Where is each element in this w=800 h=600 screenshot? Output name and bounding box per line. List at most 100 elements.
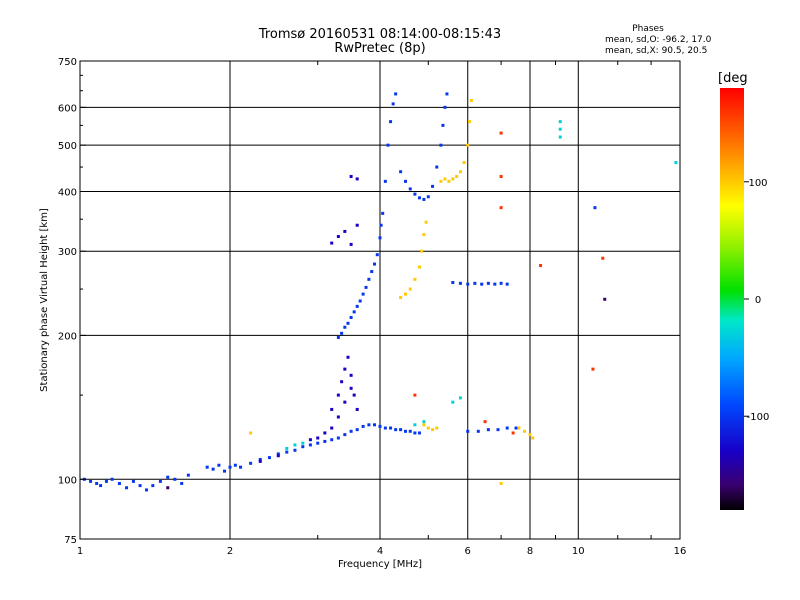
data-point: [258, 459, 262, 463]
data-point: [426, 426, 430, 430]
data-point: [466, 429, 470, 433]
data-point: [422, 423, 426, 427]
data-point: [330, 438, 334, 442]
data-point: [386, 143, 390, 147]
data-point: [355, 177, 359, 181]
x-tick-label: 16: [674, 546, 687, 557]
data-point: [469, 99, 473, 103]
data-point: [99, 484, 103, 488]
data-point: [426, 195, 430, 199]
data-point: [399, 428, 403, 432]
y-tick-label: 750: [58, 57, 77, 68]
data-point: [361, 424, 365, 428]
stats-heading: Phases: [632, 24, 664, 34]
data-point: [349, 242, 353, 246]
data-point: [330, 241, 334, 245]
y-axis-label: Stationary phase Virtual Height [km]: [39, 208, 50, 392]
data-point: [422, 233, 426, 237]
data-point: [285, 446, 289, 450]
data-point: [458, 170, 462, 174]
stats-o-mode: mean, sd,O: -96.2, 17.0: [605, 35, 712, 45]
data-point: [340, 331, 344, 335]
data-point: [499, 281, 503, 285]
data-point: [408, 429, 412, 433]
x-tick-label: 2: [227, 546, 233, 557]
colorbar-ticks: 100 0 -100: [744, 178, 769, 423]
data-point: [349, 386, 353, 390]
data-point: [593, 206, 597, 210]
data-point: [267, 456, 271, 460]
data-point: [445, 92, 449, 96]
data-point: [117, 481, 121, 485]
data-point: [336, 436, 340, 440]
data-point: [228, 465, 232, 469]
data-point: [186, 473, 190, 477]
data-point: [378, 236, 382, 240]
data-point: [180, 481, 184, 485]
colorbar-tick-label: 100: [748, 178, 767, 189]
data-point: [336, 393, 340, 397]
data-point: [517, 426, 521, 430]
data-point: [373, 262, 377, 266]
data-point: [408, 187, 412, 191]
data-point: [293, 448, 297, 452]
data-point: [424, 220, 428, 224]
data-point: [138, 484, 142, 488]
data-point: [233, 463, 237, 467]
data-point: [391, 102, 395, 106]
data-point: [349, 315, 353, 319]
data-point: [205, 465, 209, 469]
y-tick-label: 500: [58, 141, 77, 152]
data-point: [383, 179, 387, 183]
data-point: [439, 143, 443, 147]
data-point: [373, 423, 377, 427]
data-point: [499, 174, 503, 178]
data-point: [455, 174, 459, 178]
data-point: [420, 249, 424, 253]
data-point: [349, 429, 353, 433]
x-axis-ticks: 1 2 4 6 8 10 16: [77, 61, 687, 557]
data-point: [528, 433, 532, 437]
data-point: [346, 355, 350, 359]
data-point: [367, 277, 371, 281]
data-point: [301, 441, 305, 445]
data-point: [558, 127, 562, 131]
data-point: [431, 428, 435, 432]
data-point: [443, 105, 447, 109]
data-point: [462, 160, 466, 164]
data-point: [367, 423, 371, 427]
data-point: [399, 170, 403, 174]
colorbar-tick-label: 0: [755, 295, 761, 306]
data-point: [355, 304, 359, 308]
data-point: [422, 420, 426, 424]
data-point: [458, 281, 462, 285]
data-point: [413, 192, 417, 196]
data-point: [330, 407, 334, 411]
data-point: [486, 281, 490, 285]
data-point: [417, 431, 421, 435]
data-point: [343, 325, 347, 329]
data-point: [413, 393, 417, 397]
data-point: [435, 426, 439, 430]
data-point: [355, 407, 359, 411]
data-point: [364, 285, 368, 289]
grid-lines: [80, 61, 680, 539]
data-point: [468, 120, 472, 124]
stats-x-mode: mean, sd,X: 90.5, 20.5: [605, 46, 707, 56]
data-point: [435, 165, 439, 169]
data-point: [603, 297, 607, 301]
data-point: [381, 211, 385, 215]
data-point: [413, 277, 417, 281]
data-point: [417, 196, 421, 200]
data-point: [499, 206, 503, 210]
data-point: [301, 445, 305, 449]
data-point: [399, 296, 403, 300]
data-point: [276, 454, 280, 458]
data-point: [104, 479, 108, 483]
data-point: [276, 452, 280, 456]
data-point: [343, 367, 347, 371]
colorbar: [720, 88, 744, 510]
data-point: [441, 123, 445, 127]
data-point: [330, 426, 334, 430]
